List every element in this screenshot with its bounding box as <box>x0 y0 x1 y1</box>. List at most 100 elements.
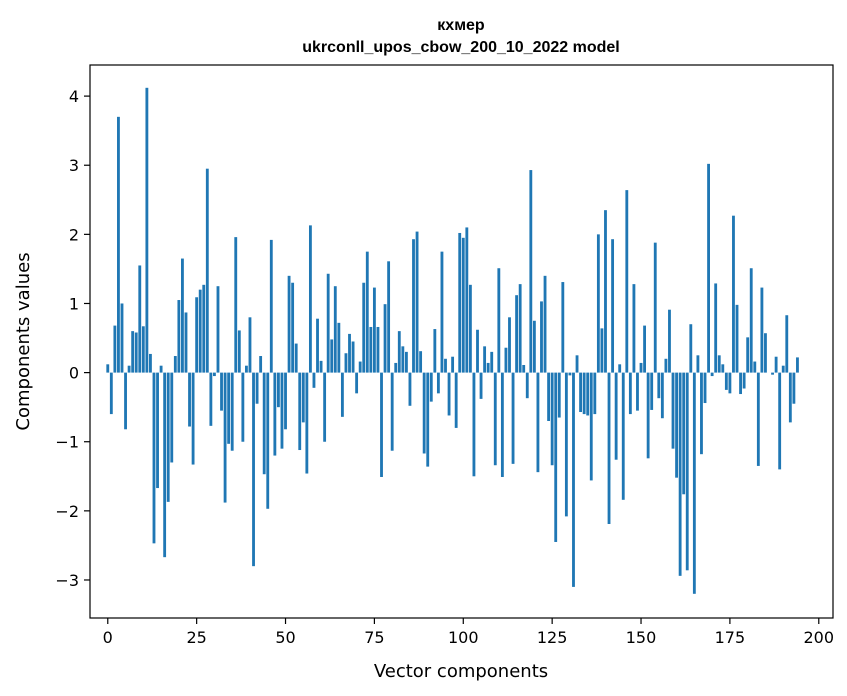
x-tick-label: 175 <box>715 628 746 647</box>
y-axis-label: Components values <box>13 252 34 430</box>
bar <box>657 372 661 399</box>
x-tick-label: 0 <box>103 628 113 647</box>
bar <box>149 353 152 373</box>
bar <box>518 284 522 373</box>
bar <box>632 284 636 373</box>
bar <box>792 372 796 404</box>
bar <box>284 372 287 430</box>
bar <box>419 351 423 373</box>
bar <box>547 372 551 421</box>
bar <box>504 347 508 373</box>
bar <box>636 372 639 411</box>
bar <box>294 343 298 373</box>
bar <box>305 372 309 474</box>
bar <box>579 372 583 413</box>
bar <box>600 328 604 373</box>
bar <box>213 372 216 377</box>
bar <box>401 346 405 373</box>
bar <box>369 326 373 373</box>
bar <box>333 286 337 373</box>
bar <box>376 326 380 373</box>
bar <box>543 275 547 373</box>
y-tick-label: 0 <box>69 364 79 383</box>
bar <box>568 372 572 376</box>
bar <box>721 364 725 373</box>
bar <box>490 351 494 373</box>
bar <box>255 372 259 404</box>
bar <box>771 372 774 375</box>
x-tick-label: 125 <box>537 628 568 647</box>
bar <box>689 324 693 373</box>
bar <box>330 339 334 373</box>
bar <box>753 361 757 373</box>
bar <box>468 284 472 373</box>
bar <box>191 372 195 465</box>
bar <box>216 286 220 373</box>
bar <box>358 361 362 373</box>
bar <box>337 322 341 373</box>
y-tick-label: 3 <box>69 156 79 175</box>
bar <box>710 372 714 377</box>
y-tick-label: 1 <box>69 294 79 313</box>
bar <box>276 372 280 408</box>
bar <box>156 372 159 489</box>
bar <box>177 300 181 373</box>
bar <box>785 315 789 373</box>
bar <box>355 372 359 394</box>
bar <box>550 372 554 466</box>
bar <box>668 309 671 373</box>
bar <box>269 239 273 373</box>
bar <box>476 329 479 373</box>
bar <box>554 372 558 542</box>
bar <box>493 372 497 466</box>
bar <box>760 287 764 373</box>
bar <box>152 372 156 544</box>
bar <box>732 215 735 373</box>
bar <box>643 325 646 373</box>
bar <box>220 372 223 411</box>
bar <box>529 170 533 373</box>
bar <box>173 356 177 373</box>
bar <box>351 341 355 373</box>
bar <box>497 268 501 373</box>
bar <box>764 333 767 373</box>
bar <box>184 312 188 373</box>
bar <box>678 372 682 576</box>
bar <box>749 268 753 373</box>
bar <box>639 362 643 373</box>
y-axis: −3 −2 −1 0 1 2 3 4 <box>55 87 90 590</box>
bar <box>500 372 504 477</box>
plot-frame <box>89 64 834 619</box>
bar <box>593 372 597 415</box>
bar <box>412 239 415 373</box>
bar <box>202 284 206 373</box>
bar <box>557 372 561 418</box>
bar <box>266 372 270 509</box>
bar <box>575 355 579 373</box>
bar <box>106 364 110 373</box>
bar <box>465 227 469 373</box>
bar <box>451 356 455 373</box>
bar <box>486 362 490 373</box>
bar <box>404 351 408 373</box>
bar <box>408 372 412 406</box>
bar <box>127 365 131 373</box>
bar <box>227 372 231 444</box>
bar <box>113 325 117 373</box>
bar <box>564 372 568 517</box>
bar <box>159 365 163 373</box>
bar <box>422 372 426 454</box>
bar <box>458 232 462 373</box>
bar <box>582 372 586 415</box>
bar <box>383 304 387 373</box>
bar <box>724 372 728 390</box>
bar <box>788 372 792 423</box>
bar <box>540 301 543 373</box>
x-tick-label: 100 <box>448 628 479 647</box>
bar <box>170 372 174 463</box>
bar <box>198 289 202 373</box>
bar <box>696 355 700 373</box>
bar <box>682 372 686 495</box>
bar <box>675 372 678 478</box>
